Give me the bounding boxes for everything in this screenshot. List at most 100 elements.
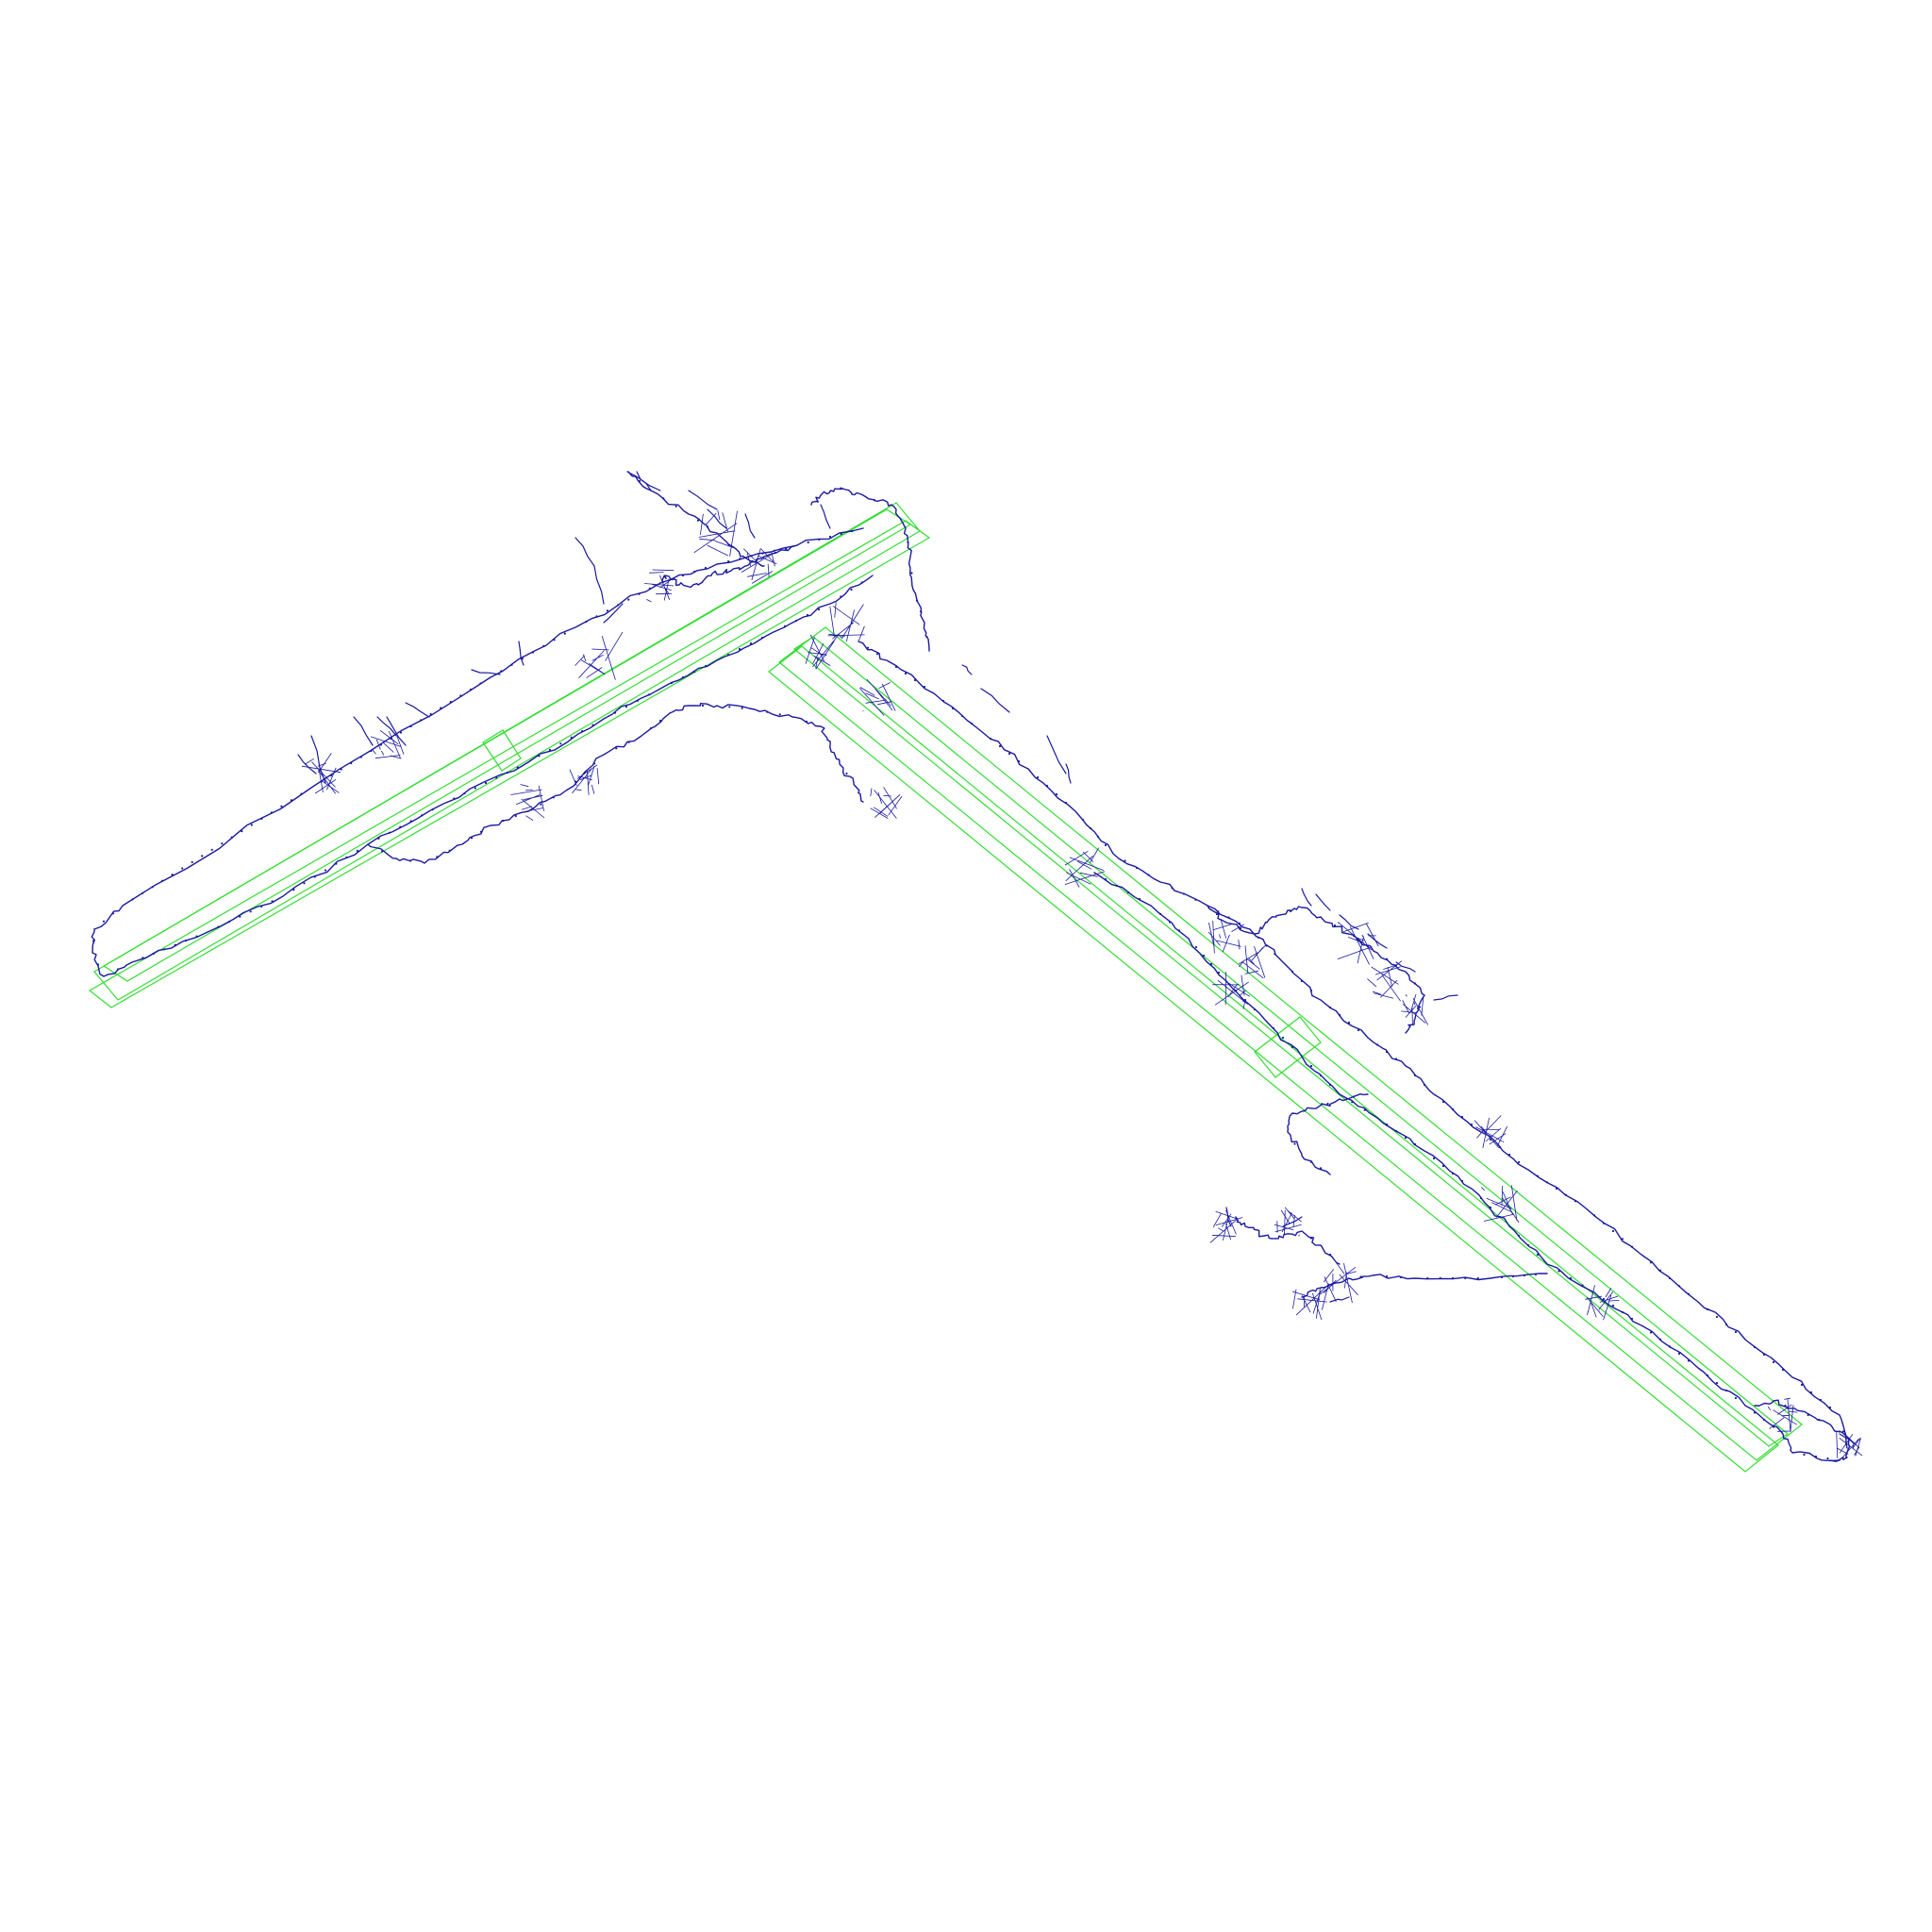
taxiway-node [1668,1276,1672,1280]
taxiway-node [1807,1413,1809,1417]
taxiway-node [726,653,730,657]
taxiway-node [627,741,630,743]
taxiway-node [300,792,303,795]
taxiway-node [221,842,224,845]
taxiway-node [1096,835,1100,839]
taxiway-node [1238,922,1241,924]
taxiway-node [1126,891,1130,894]
taxiway-spur [636,471,652,491]
taxiway-node [335,862,338,865]
taxiway-node [794,619,798,623]
taxiway-node [1064,801,1068,805]
taxiway-node [1762,1418,1766,1422]
taxiway-node [163,948,166,951]
taxiway-node [1574,1200,1577,1203]
taxiway-node [1724,1323,1728,1326]
taxiway-node [613,711,617,714]
taxiway-node [1772,1425,1775,1428]
taxiway-route [1093,872,1840,1462]
taxiway-node [1611,1304,1615,1307]
taxiway-node [1828,1406,1832,1409]
taxiway-node [421,814,424,817]
taxiway-node [840,532,842,536]
taxiway-spur [1839,1433,1855,1444]
taxiway-node [227,921,230,924]
taxiway-node [960,714,964,718]
taxiway-node [1753,1345,1757,1349]
taxiway-node [595,615,598,618]
taxiway-route [1235,1216,1341,1265]
taxiway-node [1366,945,1370,948]
taxiway-node [388,831,391,834]
taxiway-node [201,855,204,858]
taxiway-node [548,748,552,752]
taxiway-spur [820,504,831,529]
taxiway-spur [1395,961,1416,973]
taxiway-node [1507,1153,1511,1157]
taxiway-node [1715,1315,1719,1319]
taxiway-node [191,860,193,864]
taxiway-node [696,519,700,522]
taxiway-route [93,527,864,930]
taxiway-node [1592,1214,1596,1217]
taxiway-spur [707,508,727,529]
taxiway-node [1762,1353,1766,1357]
taxiway-node [805,720,808,724]
taxiway-node [615,747,618,750]
taxiway-node [1581,1284,1584,1287]
taxiway-node [1399,1275,1403,1279]
taxiway-spur [1046,735,1067,774]
taxiway-node [1706,1307,1709,1311]
taxiway-node [1257,936,1259,939]
taxiway-node [320,780,323,783]
taxiway-node [704,664,708,668]
taxiway-node [195,935,198,938]
taxiway-node [1243,998,1247,1002]
taxiway-network [91,471,1863,1462]
taxiway-node [750,555,753,558]
taxiway-node [1781,1368,1785,1372]
taxiway-route [1754,1399,1851,1462]
taxiway-node [1715,1381,1719,1385]
taxiway-node [647,693,651,696]
taxiway-node [1658,1269,1662,1272]
taxiway-node [1658,1338,1662,1341]
taxiway-node [440,707,442,709]
taxiway-node [662,497,665,500]
taxiway-node [583,771,587,774]
runway-east-inner-b [768,645,1779,1473]
taxiway-node [1523,1274,1526,1277]
taxiway-node [1182,892,1186,895]
taxiway-node [727,560,730,563]
taxiway-node [431,808,434,811]
taxiway-node [706,525,709,528]
taxiway-junction-mesh [1367,960,1403,1002]
taxiway-node [1385,1123,1389,1126]
taxiway-node [875,653,879,656]
taxiway-node [1489,1138,1492,1141]
taxiway-spur [961,664,973,675]
taxiway-node [448,849,451,852]
taxiway-node [280,805,283,808]
taxiway-node [484,781,488,785]
taxiway-node [1734,1330,1738,1334]
taxiway-junction-mesh [827,602,865,642]
taxiway-node [606,609,608,612]
taxiway-node [540,803,542,806]
taxiway-node [313,875,316,878]
taxiway-node [692,670,696,674]
taxiway-node [925,635,928,639]
taxiway-junction-mesh [575,631,624,680]
taxiway-node [894,665,898,669]
taxiway-node [390,737,392,741]
taxiway-node [1489,1206,1492,1209]
taxiway-node [1630,1317,1634,1321]
taxiway-node [1239,926,1242,930]
taxiway-node [1008,752,1011,756]
taxiway-node [1649,1331,1653,1334]
taxiway-node [1036,775,1040,779]
taxiway-node [951,707,955,710]
taxiway-node [1333,924,1337,927]
taxiway-node [131,898,134,901]
